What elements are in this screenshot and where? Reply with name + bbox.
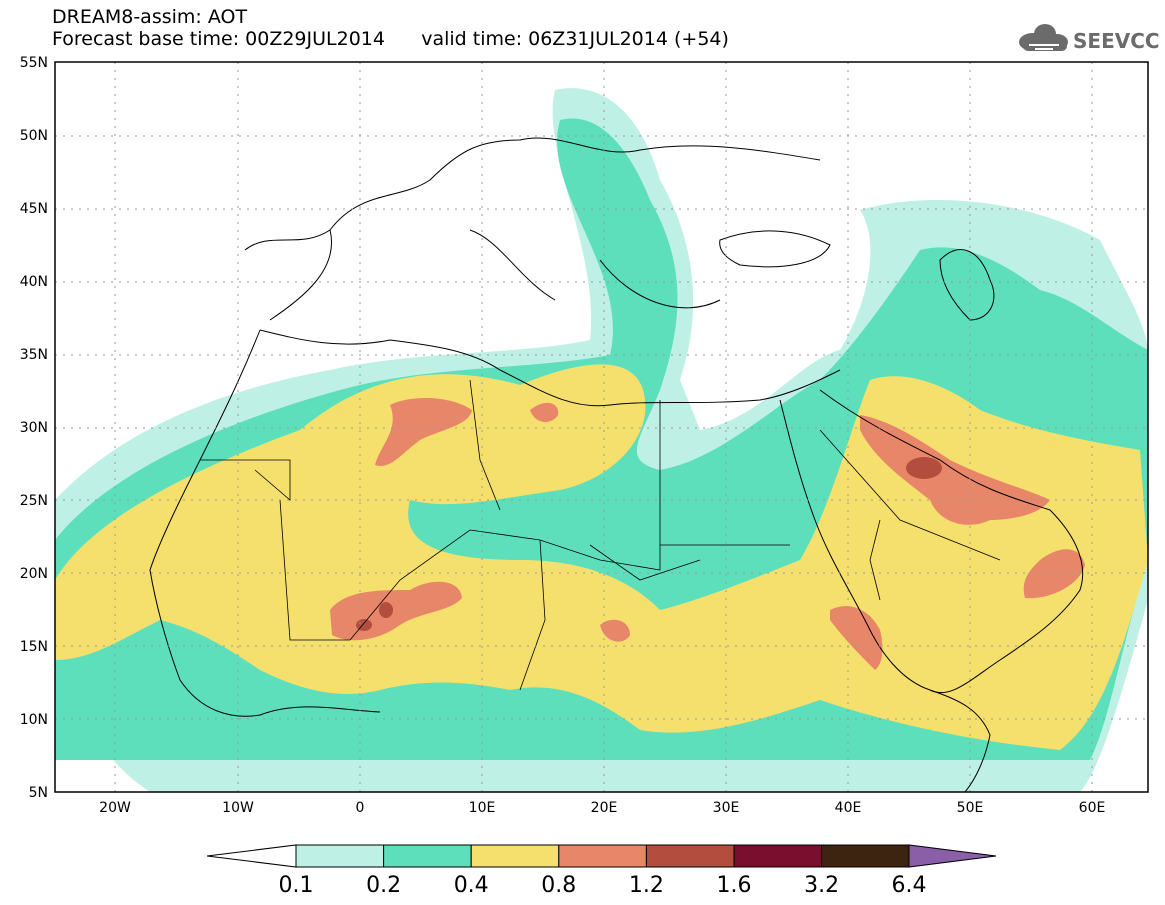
aot-band-0.8-chad bbox=[600, 619, 630, 642]
lat-label: 35N bbox=[20, 347, 48, 363]
lat-label: 10N bbox=[20, 712, 48, 728]
coastline-black-sea bbox=[719, 230, 831, 268]
aot-band-0.8-redsea bbox=[830, 606, 883, 670]
graticule bbox=[55, 62, 1148, 792]
colorbar-label: 6.4 bbox=[892, 873, 927, 898]
coastline-caspian bbox=[939, 249, 995, 321]
colorbar-bin bbox=[295, 844, 385, 868]
colorbar-label: 3.2 bbox=[804, 873, 839, 898]
lon-label: 20W bbox=[99, 800, 131, 816]
lat-label: 15N bbox=[20, 639, 48, 655]
aot-core-1.2-arabia bbox=[906, 457, 942, 479]
colorbar-label: 0.2 bbox=[366, 873, 401, 898]
valid-time: valid time: 06Z31JUL2014 (+54) bbox=[421, 28, 729, 50]
colorbar-labels: 0.1 0.2 0.4 0.8 1.2 1.6 3.2 6.4 bbox=[279, 873, 927, 898]
colorbar-bin bbox=[558, 844, 647, 868]
colorbar-label: 0.8 bbox=[541, 873, 576, 898]
colorbar-over-arrow bbox=[908, 844, 997, 868]
colorbar-bin bbox=[733, 844, 823, 868]
aot-band-0.8-oman bbox=[1023, 549, 1085, 599]
lat-label: 45N bbox=[20, 201, 48, 217]
base-time: Forecast base time: 00Z29JUL2014 bbox=[52, 28, 385, 50]
coastline-north-africa bbox=[259, 329, 841, 407]
aot-core-1.2-sahel-east bbox=[379, 602, 393, 618]
colorbar bbox=[206, 844, 997, 868]
lat-label: 50N bbox=[20, 128, 48, 144]
lon-label: 10W bbox=[222, 800, 254, 816]
map-frame bbox=[54, 61, 1149, 793]
lat-label: 25N bbox=[20, 493, 48, 509]
lon-label: 50E bbox=[957, 800, 984, 816]
colorbar-bin bbox=[645, 844, 735, 868]
forecast-times: Forecast base time: 00Z29JUL2014 valid t… bbox=[52, 29, 729, 49]
coastline-red-sea bbox=[779, 399, 931, 691]
lon-label: 20E bbox=[591, 800, 618, 816]
lat-label: 30N bbox=[20, 420, 48, 436]
longitude-labels: 20W 10W 0 10E 20E 30E 40E 50E 60E bbox=[99, 800, 1105, 816]
cloud-icon bbox=[1019, 24, 1068, 51]
lon-label: 0 bbox=[356, 800, 365, 816]
colorbar-bin bbox=[821, 844, 910, 868]
latitude-labels: 55N 50N 45N 40N 35N 30N 25N 20N 15N 10N … bbox=[20, 55, 48, 801]
country-borders bbox=[200, 379, 1001, 691]
logo-text: SEEVCCC bbox=[1073, 29, 1160, 53]
aot-band-0.8-libya bbox=[530, 402, 559, 422]
colorbar-under-arrow bbox=[206, 844, 297, 868]
lon-label: 30E bbox=[713, 800, 740, 816]
colorbar-label: 1.6 bbox=[717, 873, 752, 898]
lat-label: 40N bbox=[20, 274, 48, 290]
lon-label: 10E bbox=[469, 800, 496, 816]
coastline-arabia bbox=[819, 389, 1084, 694]
lon-label: 40E bbox=[835, 800, 862, 816]
colorbar-label: 0.4 bbox=[454, 873, 489, 898]
seevccc-logo: SEEVCCC bbox=[1019, 24, 1160, 53]
aot-field bbox=[55, 88, 1148, 792]
map-title: DREAM8-assim: AOT bbox=[52, 6, 248, 28]
colorbar-bin bbox=[383, 844, 472, 868]
lon-label: 60E bbox=[1079, 800, 1106, 816]
colorbar-label: 1.2 bbox=[629, 873, 664, 898]
border-lines bbox=[200, 379, 1001, 691]
coastline-europe bbox=[244, 137, 821, 321]
lat-label: 20N bbox=[20, 566, 48, 582]
coastline-horn-africa bbox=[929, 689, 991, 792]
coastline-west-africa bbox=[149, 329, 381, 717]
aot-core-1.2-sahel bbox=[356, 619, 372, 631]
lat-label: 55N bbox=[20, 55, 48, 71]
aot-band-0.8-west bbox=[375, 398, 472, 466]
colorbar-bin bbox=[470, 844, 560, 868]
colorbar-label: 0.1 bbox=[279, 873, 314, 898]
lat-label: 5N bbox=[29, 785, 48, 801]
coastlines bbox=[149, 137, 1084, 792]
